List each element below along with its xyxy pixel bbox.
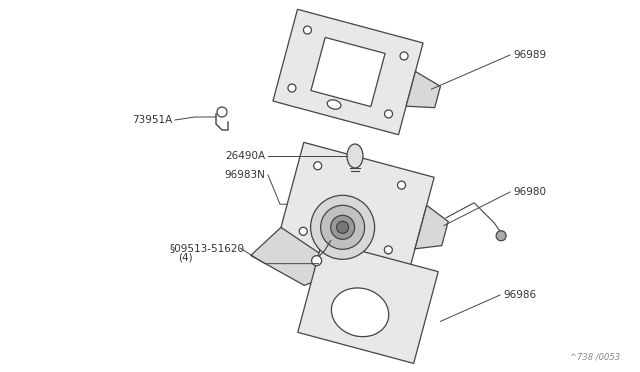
- Circle shape: [385, 110, 392, 118]
- Text: 96989: 96989: [513, 50, 546, 60]
- Circle shape: [496, 231, 506, 241]
- Circle shape: [314, 162, 322, 170]
- Ellipse shape: [347, 144, 363, 168]
- Circle shape: [300, 227, 307, 235]
- Polygon shape: [251, 227, 344, 285]
- Text: 96986: 96986: [503, 290, 536, 300]
- Polygon shape: [298, 241, 438, 363]
- Circle shape: [331, 215, 355, 239]
- Circle shape: [321, 205, 365, 249]
- Circle shape: [337, 221, 349, 233]
- Circle shape: [385, 246, 392, 254]
- Text: 96980: 96980: [513, 187, 546, 197]
- Ellipse shape: [332, 288, 388, 337]
- Circle shape: [400, 52, 408, 60]
- Polygon shape: [311, 38, 385, 107]
- Polygon shape: [273, 9, 423, 135]
- Text: 96983N: 96983N: [224, 170, 265, 180]
- Text: (4): (4): [178, 253, 193, 263]
- Circle shape: [397, 181, 406, 189]
- Ellipse shape: [327, 100, 341, 109]
- Circle shape: [303, 26, 312, 34]
- Polygon shape: [406, 71, 440, 108]
- Polygon shape: [415, 205, 448, 249]
- Circle shape: [310, 195, 374, 259]
- Circle shape: [312, 256, 322, 266]
- Text: §09513-51620: §09513-51620: [170, 243, 245, 253]
- Circle shape: [217, 107, 227, 117]
- Text: 73951A: 73951A: [132, 115, 172, 125]
- Text: ^738 /0053: ^738 /0053: [570, 353, 620, 362]
- Circle shape: [288, 84, 296, 92]
- Text: 26490A: 26490A: [225, 151, 265, 161]
- Polygon shape: [276, 142, 434, 282]
